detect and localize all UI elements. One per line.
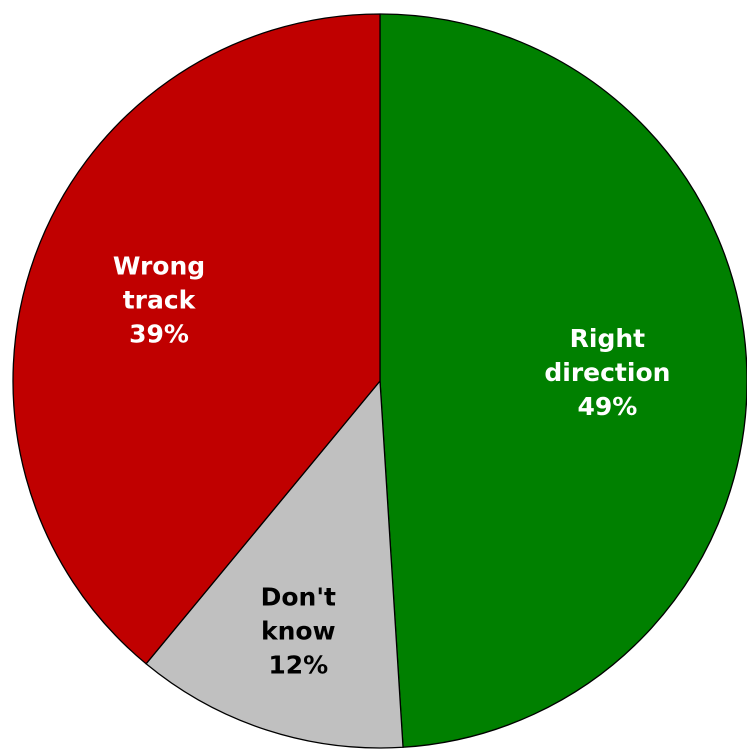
slice-category-label: know — [261, 616, 336, 645]
pie-slice-wrong-track — [12, 13, 381, 665]
slice-category-label: direction — [544, 358, 670, 387]
slice-category-label: track — [123, 285, 197, 314]
slice-label-don-t-know: Don't know 12% — [261, 582, 336, 679]
slice-label-right-direction: Right direction 49% — [544, 324, 670, 421]
slice-category-label: Don't — [261, 582, 336, 611]
slice-value-label: 39% — [129, 319, 189, 348]
slice-label-wrong-track: Wrong track 39% — [113, 251, 205, 348]
pie-labels: Right direction 49% Don't know 12% Wrong track 3… — [113, 251, 671, 679]
slice-value-label: 12% — [268, 650, 328, 679]
slice-category-label: Right — [570, 324, 646, 353]
slice-value-label: 49% — [577, 392, 637, 421]
slice-category-label: Wrong — [113, 251, 205, 280]
pie-slices — [12, 13, 747, 749]
pie-slice-don-t-know — [145, 380, 404, 749]
